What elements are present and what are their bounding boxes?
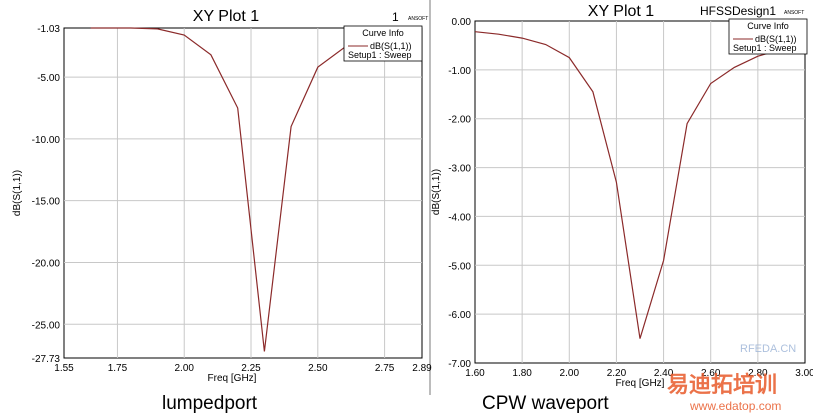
legend-entry: dB(S(1,1)): [370, 41, 412, 51]
x-tick-label: 2.25: [241, 363, 261, 374]
chart-title: XY Plot 1: [193, 8, 260, 25]
plot-area: [474, 20, 806, 364]
legend-title: Curve Info: [747, 21, 789, 31]
x-tick-label: 2.75: [375, 363, 395, 374]
plot-area: [63, 27, 423, 359]
y-ticks: -1.03 -5.00 -10.00 -15.00 -20.00 -25.00 -27.73: [32, 24, 61, 365]
legend: Curve Info dB(S(1,1)) Setup1 : Sweep: [343, 25, 423, 62]
chart-caption: CPW waveport: [482, 393, 609, 414]
x-tick-label: 1.55: [54, 363, 74, 374]
y-axis-label: dB(S(1,1)): [431, 169, 442, 215]
series: [474, 31, 782, 339]
chart-2: XY Plot 1 HFSSDesign1 ANSOFT 1.60 1.80 2.0…: [431, 3, 813, 414]
y-tick-label: -10.00: [32, 135, 61, 146]
series-line: [474, 31, 782, 339]
x-tick-label: 2.50: [308, 363, 328, 374]
brand-logo: ANSOFT: [408, 16, 428, 22]
y-tick-label: -5.00: [448, 261, 471, 272]
y-tick-label: -1.03: [37, 24, 60, 35]
legend-box: [343, 25, 423, 62]
x-tick-label: 2.20: [607, 368, 627, 379]
y-tick-label: -25.00: [32, 320, 61, 331]
x-tick-label: 2.60: [701, 368, 721, 379]
x-ticks: 1.55 1.75 2.00 2.25 2.50 2.75 2.89: [54, 363, 432, 374]
brand-logo: ANSOFT: [784, 10, 804, 16]
grid: [475, 21, 805, 363]
legend: Curve Info dB(S(1,1)) Setup1 : Sweep: [728, 18, 808, 55]
y-tick-label: -6.00: [448, 310, 471, 321]
x-tick-label: 2.40: [654, 368, 674, 379]
watermark-site: RFEDA.CN: [740, 343, 796, 355]
chart-1: XY Plot 1 1 ANSOFT 1.55 1.75 2.00 2.25 2.50 2…: [12, 8, 432, 414]
x-tick-label: 1.80: [512, 368, 532, 379]
y-tick-label: -15.00: [32, 197, 61, 208]
y-tick-label: -4.00: [448, 212, 471, 223]
x-axis-label: Freq [GHz]: [208, 373, 257, 384]
header-right-label: HFSSDesign1: [700, 4, 776, 18]
watermark-url: www.edatop.com: [689, 399, 781, 413]
x-tick-label: 3.00: [795, 368, 813, 379]
watermark-chinese: 易迪拓培训: [667, 372, 777, 397]
y-tick-label: -1.00: [448, 66, 471, 77]
x-axis-label: Freq [GHz]: [616, 378, 665, 389]
legend-box: [728, 18, 808, 55]
y-tick-label: -5.00: [37, 73, 60, 84]
legend-entry: Setup1 : Sweep: [733, 43, 797, 53]
y-tick-label: 0.00: [452, 17, 472, 28]
legend-entry: dB(S(1,1)): [755, 34, 797, 44]
grid: [64, 28, 422, 358]
chart-caption: lumpedport: [162, 393, 258, 414]
watermark: RFEDA.CN 易迪拓培训 www.edatop.com: [667, 343, 796, 413]
x-tick-label: 2.89: [412, 363, 432, 374]
x-tick-label: 1.75: [108, 363, 128, 374]
y-tick-label: -2.00: [448, 115, 471, 126]
legend-title: Curve Info: [362, 28, 404, 38]
y-axis-label: dB(S(1,1)): [12, 170, 23, 216]
x-ticks: 1.60 1.80 2.00 2.20 2.40 2.60 2.80 3.00: [465, 368, 813, 379]
legend-entry: Setup1 : Sweep: [348, 50, 412, 60]
x-tick-label: 2.00: [560, 368, 580, 379]
y-tick-label: -7.00: [448, 359, 471, 370]
y-ticks: 0.00 -1.00 -2.00 -3.00 -4.00 -5.00 -6.00 -7.00: [448, 17, 471, 370]
y-tick-label: -3.00: [448, 164, 471, 175]
y-tick-label: -27.73: [32, 354, 61, 365]
y-tick-label: -20.00: [32, 258, 61, 269]
x-tick-label: 1.60: [465, 368, 485, 379]
x-tick-label: 2.00: [174, 363, 194, 374]
chart-title: XY Plot 1: [588, 3, 655, 20]
header-right-label: 1: [392, 10, 399, 24]
x-tick-label: 2.80: [748, 368, 768, 379]
